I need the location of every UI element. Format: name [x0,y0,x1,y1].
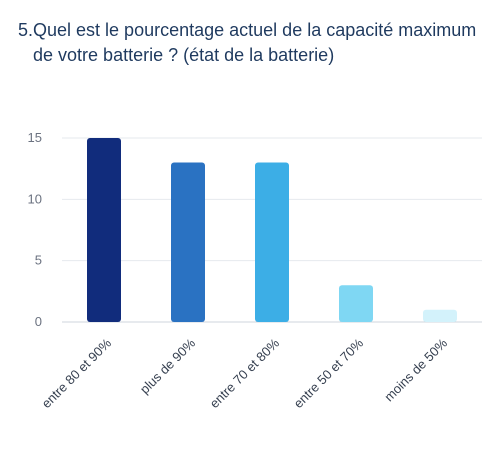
bar [339,285,373,322]
y-tick-label: 0 [35,314,42,329]
x-category-label: entre 70 et 80% [207,335,283,411]
bar [255,162,289,322]
bar [423,309,457,322]
bar [87,138,121,322]
y-tick-label: 15 [28,130,42,145]
x-category-label: entre 80 et 90% [39,335,115,411]
y-tick-label: 5 [35,253,42,268]
x-category-label: plus de 90% [137,335,199,397]
question-text: Quel est le pourcentage actuel de la cap… [33,20,477,65]
x-category-label: moins de 50% [381,335,450,404]
y-tick-label: 10 [28,191,42,206]
bar [171,162,205,322]
x-category-label: entre 50 et 70% [291,335,367,411]
question-title: 5. Quel est le pourcentage actuel de la c… [18,18,490,68]
question-number: 5. [18,20,34,40]
